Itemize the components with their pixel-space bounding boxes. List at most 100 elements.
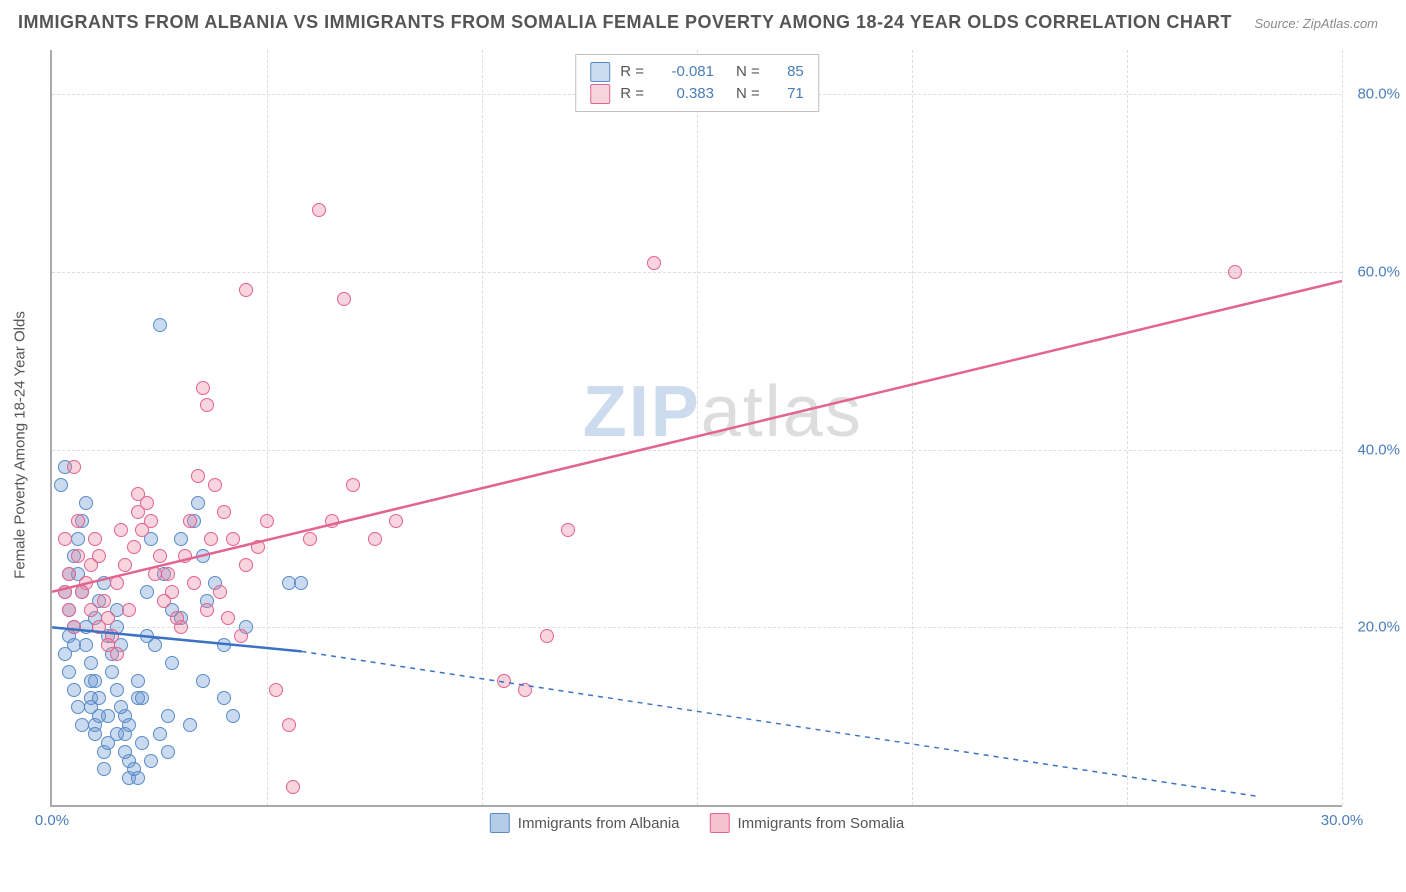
data-point bbox=[127, 762, 141, 776]
legend-item-1: Immigrants from Somalia bbox=[710, 813, 905, 833]
data-point bbox=[161, 567, 175, 581]
data-point bbox=[144, 754, 158, 768]
r-value-0: -0.081 bbox=[654, 61, 714, 83]
data-point bbox=[217, 505, 231, 519]
data-point bbox=[346, 478, 360, 492]
data-point bbox=[221, 611, 235, 625]
data-point bbox=[75, 585, 89, 599]
data-point bbox=[153, 549, 167, 563]
data-point bbox=[148, 638, 162, 652]
data-point bbox=[92, 620, 106, 634]
legend-label-1: Immigrants from Somalia bbox=[738, 815, 905, 832]
data-point bbox=[269, 683, 283, 697]
data-point bbox=[165, 656, 179, 670]
y-axis-label: Female Poverty Among 18-24 Year Olds bbox=[12, 311, 29, 579]
n-value-1: 71 bbox=[770, 83, 804, 105]
data-point bbox=[110, 576, 124, 590]
data-point bbox=[183, 514, 197, 528]
data-point bbox=[67, 460, 81, 474]
legend-series: Immigrants from Albania Immigrants from … bbox=[490, 813, 904, 833]
data-point bbox=[282, 576, 296, 590]
data-point bbox=[196, 381, 210, 395]
source-label: Source: ZipAtlas.com bbox=[1254, 16, 1378, 31]
data-point bbox=[122, 603, 136, 617]
data-point bbox=[1228, 265, 1242, 279]
data-point bbox=[497, 674, 511, 688]
data-point bbox=[79, 638, 93, 652]
plot-area: R = -0.081 N = 85 R = 0.383 N = 71 ZIPat… bbox=[50, 50, 1342, 807]
data-point bbox=[540, 629, 554, 643]
data-point bbox=[88, 727, 102, 741]
data-point bbox=[71, 514, 85, 528]
legend-label-0: Immigrants from Albania bbox=[518, 815, 680, 832]
y-tick-label: 20.0% bbox=[1357, 619, 1400, 636]
data-point bbox=[200, 603, 214, 617]
data-point bbox=[127, 540, 141, 554]
data-point bbox=[161, 709, 175, 723]
data-point bbox=[140, 496, 154, 510]
data-point bbox=[114, 700, 128, 714]
data-point bbox=[122, 718, 136, 732]
data-point bbox=[58, 585, 72, 599]
data-point bbox=[191, 496, 205, 510]
data-point bbox=[135, 523, 149, 537]
data-point bbox=[84, 603, 98, 617]
legend-swatch-bottom-1 bbox=[710, 813, 730, 833]
data-point bbox=[174, 532, 188, 546]
data-point bbox=[97, 594, 111, 608]
y-tick-label: 80.0% bbox=[1357, 86, 1400, 103]
data-point bbox=[561, 523, 575, 537]
data-point bbox=[110, 683, 124, 697]
data-point bbox=[226, 532, 240, 546]
r-value-1: 0.383 bbox=[654, 83, 714, 105]
data-point bbox=[110, 727, 124, 741]
data-point bbox=[200, 398, 214, 412]
n-value-0: 85 bbox=[770, 61, 804, 83]
data-point bbox=[234, 629, 248, 643]
grid-line-v bbox=[482, 50, 483, 805]
data-point bbox=[153, 727, 167, 741]
data-point bbox=[75, 718, 89, 732]
data-point bbox=[101, 638, 115, 652]
data-point bbox=[251, 540, 265, 554]
data-point bbox=[153, 318, 167, 332]
data-point bbox=[226, 709, 240, 723]
legend-swatch-bottom-0 bbox=[490, 813, 510, 833]
data-point bbox=[208, 478, 222, 492]
data-point bbox=[282, 718, 296, 732]
data-point bbox=[84, 656, 98, 670]
data-point bbox=[118, 558, 132, 572]
data-point bbox=[62, 665, 76, 679]
data-point bbox=[191, 469, 205, 483]
data-point bbox=[178, 549, 192, 563]
grid-line-v bbox=[1127, 50, 1128, 805]
watermark: ZIPatlas bbox=[583, 371, 863, 453]
data-point bbox=[239, 558, 253, 572]
data-point bbox=[368, 532, 382, 546]
y-tick-label: 40.0% bbox=[1357, 441, 1400, 458]
r-label: R = bbox=[620, 61, 644, 83]
data-point bbox=[312, 203, 326, 217]
data-point bbox=[71, 532, 85, 546]
data-point bbox=[187, 576, 201, 590]
data-point bbox=[67, 683, 81, 697]
chart-title: IMMIGRANTS FROM ALBANIA VS IMMIGRANTS FR… bbox=[18, 12, 1232, 33]
data-point bbox=[101, 709, 115, 723]
data-point bbox=[647, 256, 661, 270]
data-point bbox=[239, 283, 253, 297]
data-point bbox=[71, 700, 85, 714]
y-tick-label: 60.0% bbox=[1357, 264, 1400, 281]
data-point bbox=[337, 292, 351, 306]
grid-line-v bbox=[912, 50, 913, 805]
r-label: R = bbox=[620, 83, 644, 105]
data-point bbox=[260, 514, 274, 528]
data-point bbox=[183, 718, 197, 732]
legend-stats: R = -0.081 N = 85 R = 0.383 N = 71 bbox=[575, 54, 819, 112]
data-point bbox=[54, 478, 68, 492]
data-point bbox=[213, 585, 227, 599]
data-point bbox=[196, 549, 210, 563]
data-point bbox=[286, 780, 300, 794]
n-label: N = bbox=[736, 83, 760, 105]
legend-stats-row-1: R = 0.383 N = 71 bbox=[590, 83, 804, 105]
data-point bbox=[79, 496, 93, 510]
